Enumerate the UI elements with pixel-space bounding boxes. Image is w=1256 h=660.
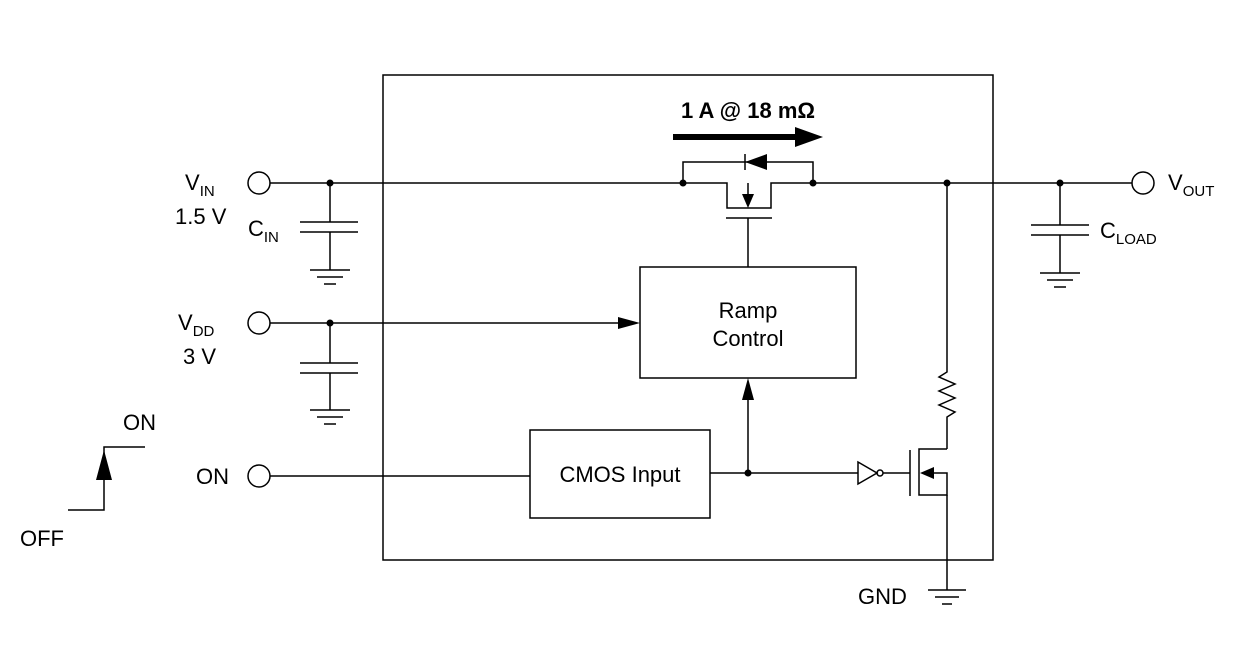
discharge-resistor xyxy=(937,183,957,449)
ramp-label-2: Control xyxy=(713,326,784,351)
vdd-label: VDD xyxy=(178,310,215,340)
junction-dots xyxy=(326,179,1064,477)
cmos-output xyxy=(710,395,858,474)
on-off-signal xyxy=(68,446,145,511)
vin-value: 1.5 V xyxy=(175,204,227,229)
off-level-label: OFF xyxy=(20,526,64,551)
vdd-terminal xyxy=(247,311,271,335)
cload-label: CLOAD xyxy=(1100,218,1157,248)
current-label: 1 A @ 18 mΩ xyxy=(681,98,815,123)
vin-terminal xyxy=(247,171,271,195)
vout-terminal xyxy=(1131,171,1155,195)
discharge-mosfet xyxy=(909,448,966,605)
vdd-value: 3 V xyxy=(183,344,216,369)
cmos-label: CMOS Input xyxy=(559,462,680,487)
cin-capacitor xyxy=(300,183,358,285)
vdd-capacitor xyxy=(300,323,358,425)
on-terminal xyxy=(247,464,271,488)
pass-mosfet xyxy=(682,154,814,267)
cload-capacitor xyxy=(1031,183,1089,288)
gnd-label: GND xyxy=(858,584,907,609)
inverter xyxy=(857,460,910,486)
cin-label: CIN xyxy=(248,216,279,246)
vout-label: VOUT xyxy=(1168,170,1214,200)
vin-label: VIN xyxy=(185,170,215,200)
ramp-label-1: Ramp xyxy=(719,298,778,323)
vin-rail xyxy=(270,182,1132,209)
ramp-arrow-icon xyxy=(742,378,754,400)
current-arrow xyxy=(673,127,823,147)
on-pin-label: ON xyxy=(196,464,229,489)
on-level-label: ON xyxy=(123,410,156,435)
cmos-input-block xyxy=(529,429,711,519)
chip-outline xyxy=(382,74,994,561)
vdd-arrow-icon xyxy=(618,317,640,329)
